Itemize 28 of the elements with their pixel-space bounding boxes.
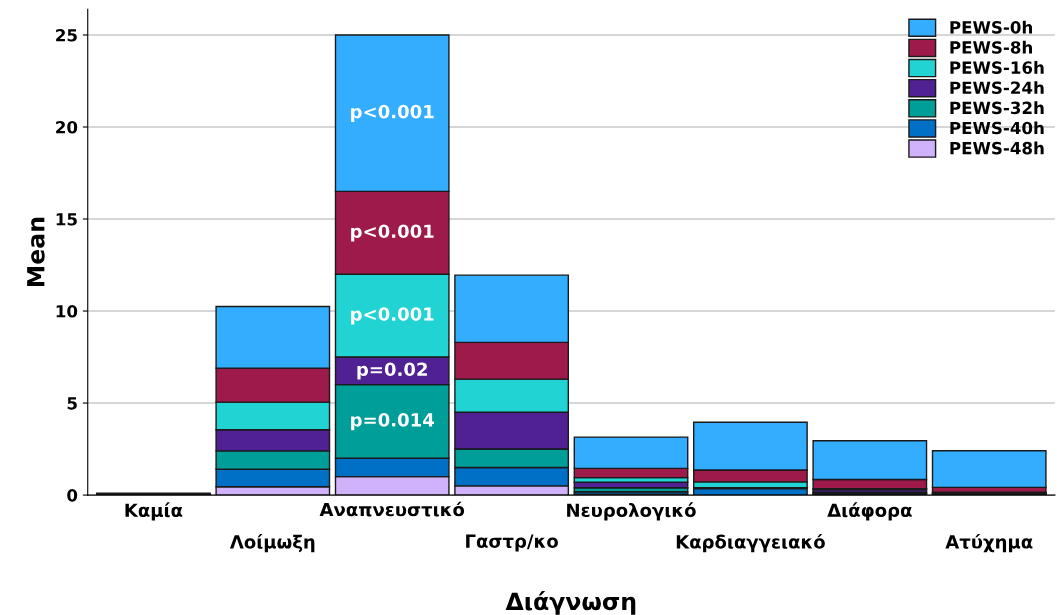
annotation: p=0.02 xyxy=(357,362,427,380)
y-tick-label: 5 xyxy=(67,397,77,410)
legend-label: PEWS-0h xyxy=(950,20,1032,34)
annotation: p<0.001 xyxy=(351,307,434,325)
x-tick-label: Νευρολογικό xyxy=(567,502,696,521)
x-tick-label: Γαστρ/κο xyxy=(466,534,558,552)
legend-label: PEWS-16h xyxy=(950,60,1044,74)
y-axis-title: Mean xyxy=(27,217,45,287)
y-tick-label: 10 xyxy=(56,305,78,318)
annotation: p<0.001 xyxy=(351,104,434,122)
x-tick-label: Λοίμωξη xyxy=(229,533,315,553)
y-tick-label: 25 xyxy=(56,28,77,42)
y-tick-label: 0 xyxy=(67,489,78,502)
legend-label: PEWS-32h xyxy=(950,101,1044,115)
x-tick-label: Ατύχημα xyxy=(945,533,1033,553)
legend-label: PEWS-48h xyxy=(950,141,1044,155)
x-tick-label: Καρδιαγγειακό xyxy=(676,533,825,553)
x-tick-label: Καμία xyxy=(125,502,183,521)
y-tick-label: 20 xyxy=(56,120,78,134)
x-axis-title: Διάγνωση xyxy=(505,591,636,615)
x-tick-label: Αναπνευστικό xyxy=(319,501,465,517)
x-tick-label: Διάφορα xyxy=(827,502,912,521)
legend-label: PEWS-8h xyxy=(950,40,1032,54)
legend-label: PEWS-40h xyxy=(950,121,1044,135)
annotation: p<0.001 xyxy=(351,224,434,242)
y-tick-label: 15 xyxy=(56,213,77,226)
annotation: p=0.014 xyxy=(351,413,434,431)
legend-label: PEWS-24h xyxy=(950,81,1044,95)
